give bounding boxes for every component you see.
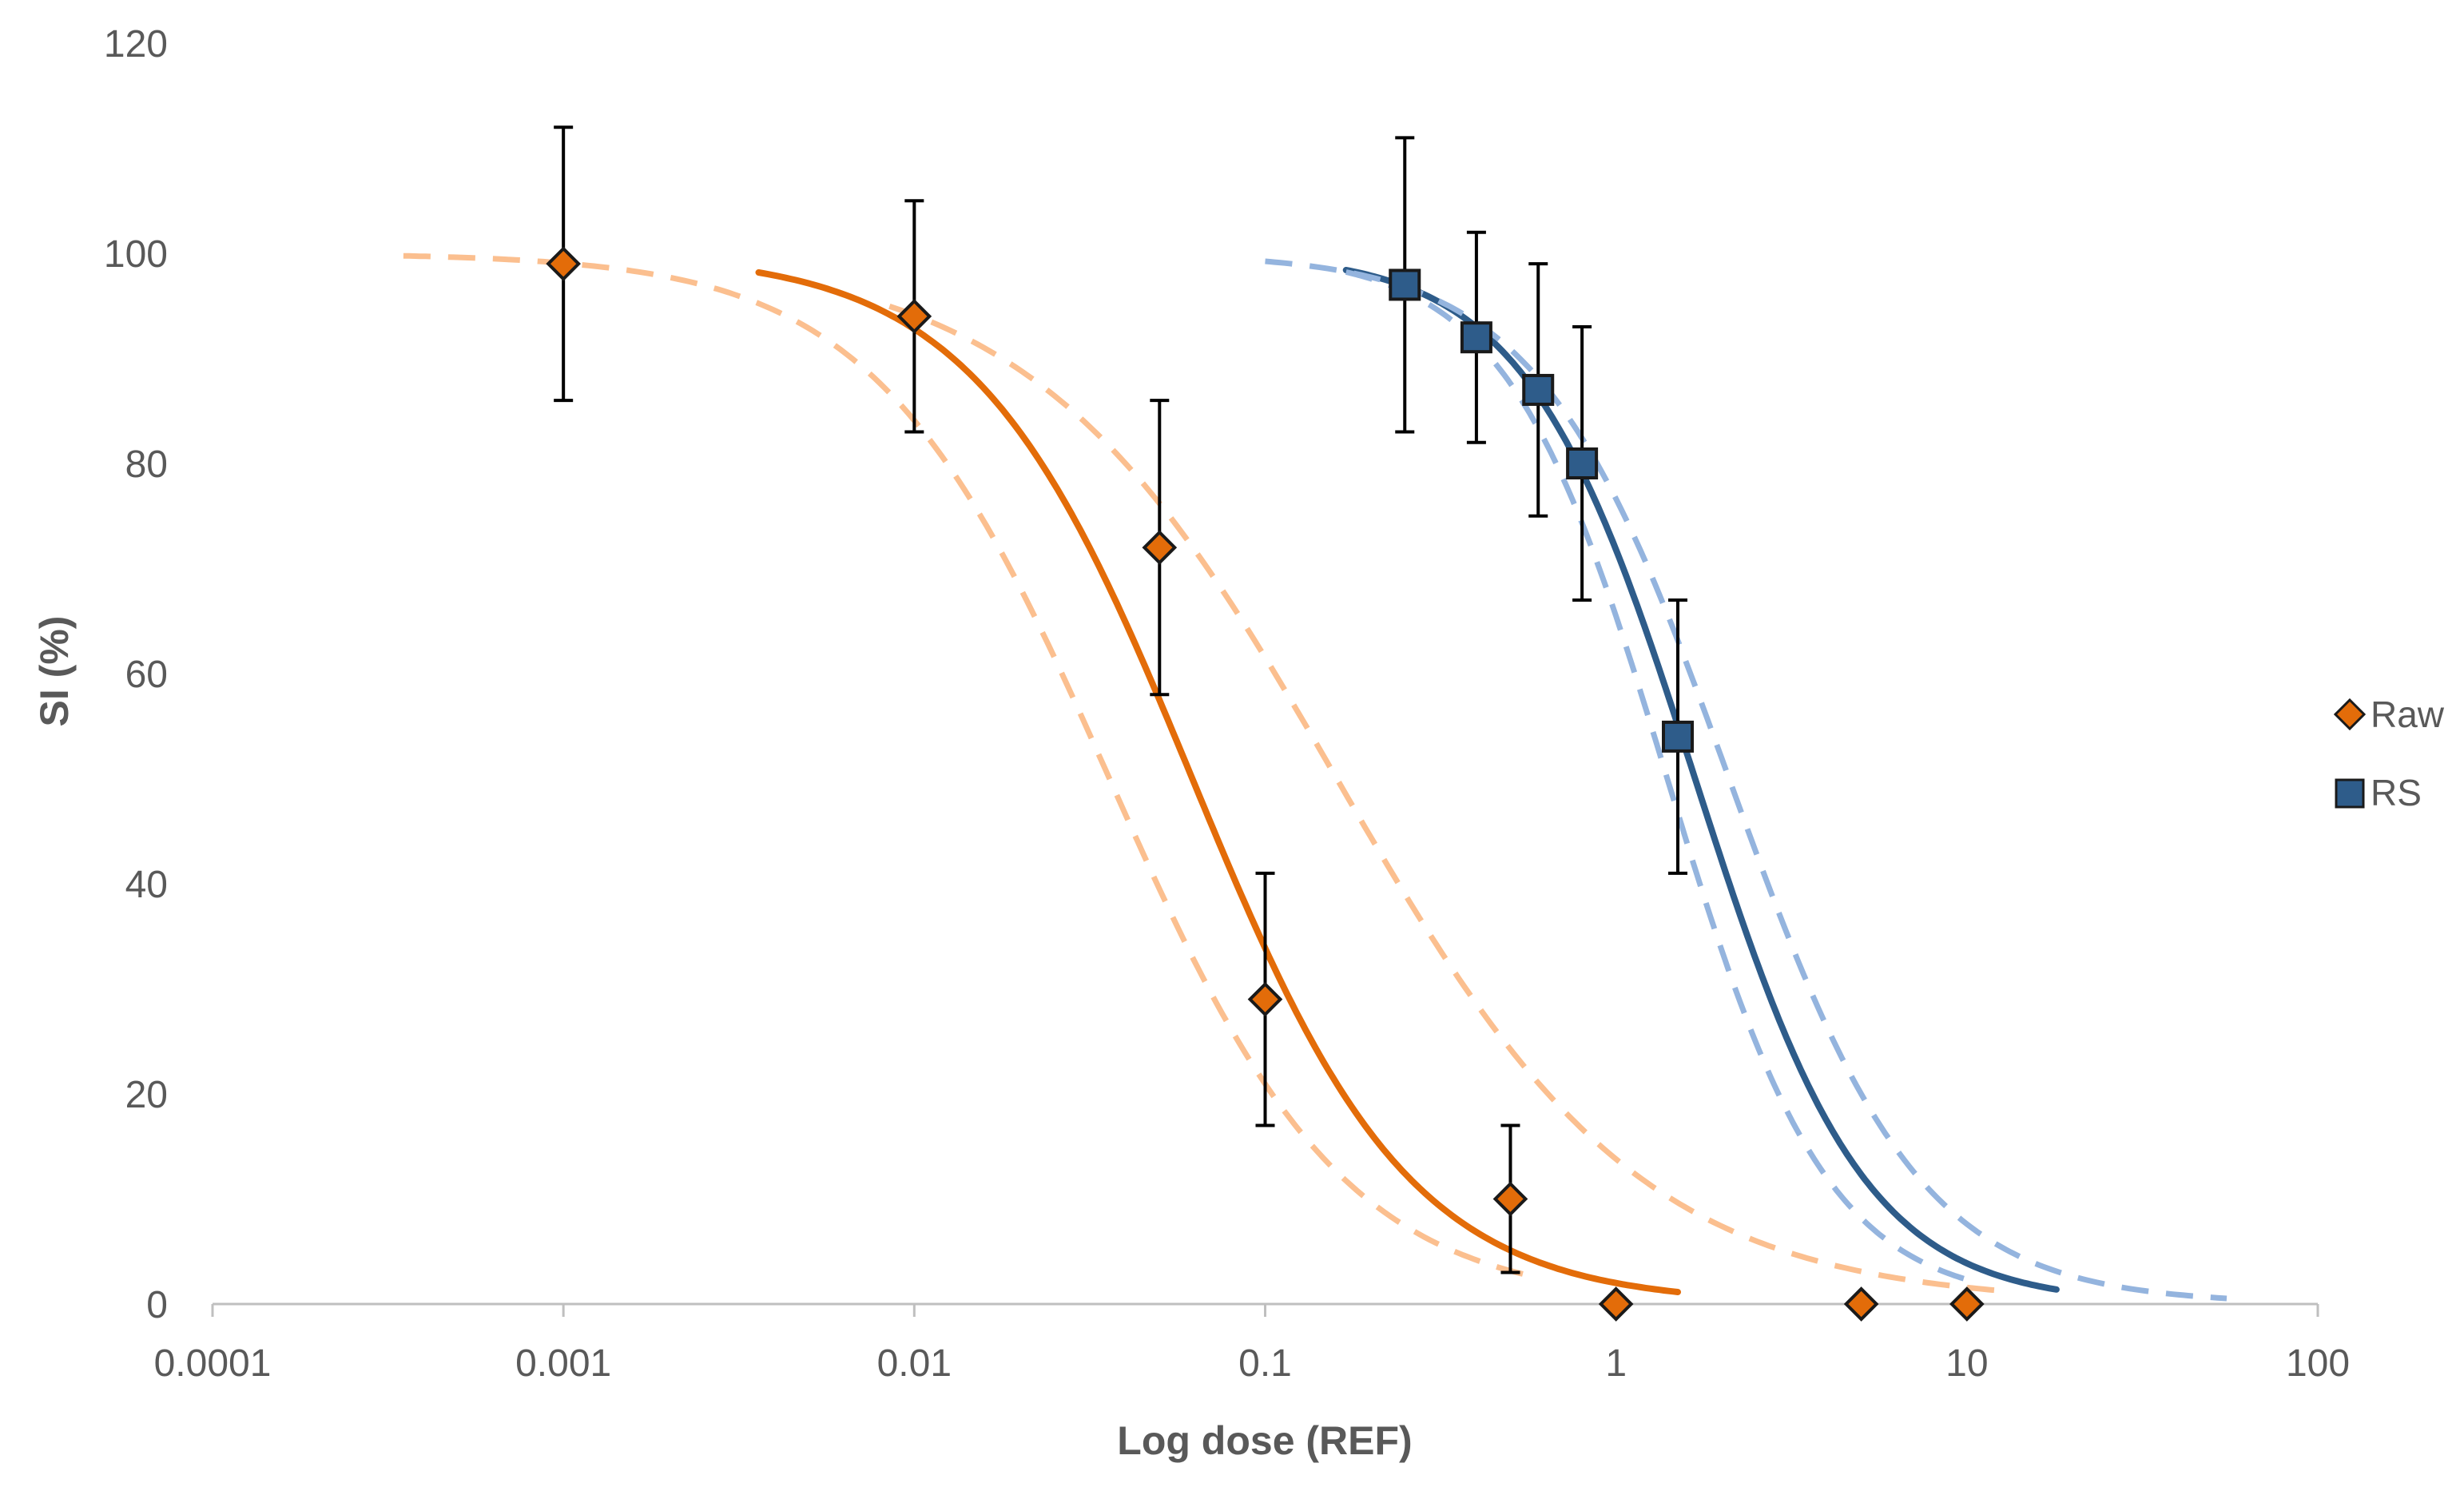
- y-tick-labels: 0 20 40 60 80 100 120: [104, 23, 168, 1326]
- data-markers: [546, 246, 1985, 1322]
- x-tick-label: 1: [1605, 1342, 1627, 1385]
- error-bars: [554, 125, 1687, 1274]
- fit-curves: [403, 252, 2228, 1302]
- y-tick-label: 40: [125, 864, 168, 906]
- raw-data-point: [1843, 1286, 1879, 1322]
- raw-data-point: [1247, 981, 1283, 1017]
- rs-data-point: [1522, 373, 1555, 406]
- legend-rs-label: RS: [2371, 772, 2422, 813]
- raw-data-point: [1142, 530, 1178, 566]
- confidence-curve: [888, 303, 1995, 1294]
- raw-data-point: [1598, 1286, 1634, 1322]
- x-tick-labels: 0.0001 0.001 0.01 0.1 1 10 100: [154, 1304, 2350, 1385]
- raw-data-point: [1492, 1181, 1528, 1217]
- legend-rs-square-icon: [2335, 778, 2365, 809]
- fit-curve: [755, 269, 1681, 1295]
- y-tick-label: 100: [104, 233, 168, 276]
- rs-data-point: [1662, 720, 1694, 753]
- legend: Raw RS: [2333, 694, 2445, 813]
- x-tick-label: 100: [2286, 1342, 2350, 1385]
- y-axis-title: SI (%): [32, 616, 77, 727]
- y-tick-label: 20: [125, 1074, 168, 1116]
- x-tick-label: 0.1: [1238, 1342, 1292, 1385]
- y-tick-label: 60: [125, 654, 168, 696]
- x-axis-title: Log dose (REF): [1117, 1418, 1412, 1463]
- raw-data-point: [546, 246, 581, 281]
- confidence-curve: [403, 252, 1526, 1278]
- legend-item-rs: RS: [2335, 772, 2422, 813]
- x-tick-label: 10: [1945, 1342, 1988, 1385]
- legend-item-raw: Raw: [2333, 694, 2445, 735]
- raw-data-point: [1949, 1286, 1985, 1322]
- rs-data-point: [1460, 321, 1492, 354]
- x-tick-label: 0.001: [515, 1342, 611, 1385]
- y-tick-label: 80: [125, 443, 168, 486]
- fit-curve: [1342, 267, 2060, 1293]
- confidence-curve: [1345, 269, 1968, 1282]
- raw-data-point: [896, 299, 932, 334]
- rs-data-point: [1566, 447, 1599, 479]
- legend-raw-diamond-icon: [2333, 698, 2367, 731]
- y-tick-label: 0: [146, 1284, 168, 1326]
- rs-data-point: [1389, 268, 1421, 301]
- x-tick-label: 0.01: [877, 1342, 952, 1385]
- x-tick-label: 0.0001: [154, 1342, 272, 1385]
- confidence-curve: [1265, 258, 2228, 1302]
- y-tick-label: 120: [104, 23, 168, 66]
- legend-raw-label: Raw: [2371, 694, 2445, 735]
